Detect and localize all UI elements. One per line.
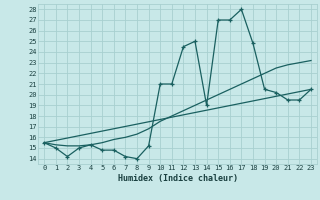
X-axis label: Humidex (Indice chaleur): Humidex (Indice chaleur) [118, 174, 238, 183]
